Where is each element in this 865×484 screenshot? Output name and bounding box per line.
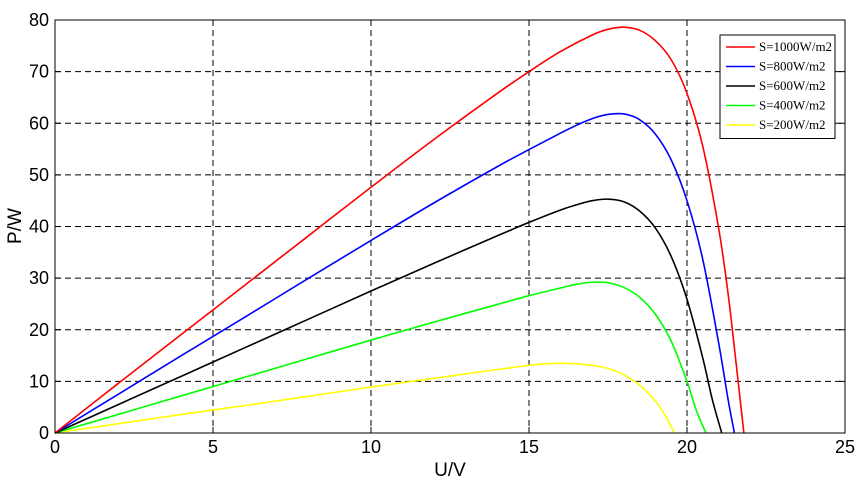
x-tick-label: 0 bbox=[50, 437, 60, 457]
x-tick-label: 5 bbox=[208, 437, 218, 457]
legend-label: S=800W/m2 bbox=[759, 59, 826, 74]
y-tick-label: 20 bbox=[29, 320, 49, 340]
x-axis-label: U/V bbox=[434, 460, 466, 481]
legend-label: S=600W/m2 bbox=[759, 78, 826, 93]
series-line bbox=[54, 112, 736, 434]
series-line bbox=[54, 26, 745, 434]
x-tick-label: 25 bbox=[835, 437, 855, 457]
y-tick-label: 40 bbox=[29, 217, 49, 237]
y-tick-label: 0 bbox=[39, 423, 49, 443]
legend-label: S=1000W/m2 bbox=[759, 39, 832, 54]
y-tick-label: 70 bbox=[29, 62, 49, 82]
y-tick-label: 60 bbox=[29, 113, 49, 133]
legend-label: S=200W/m2 bbox=[759, 117, 826, 132]
series-line bbox=[54, 362, 676, 434]
x-tick-label: 20 bbox=[677, 437, 697, 457]
ticks-layer: 0 5 10 15 20 25 0 10 20 30 40 50 60 70 80 bbox=[29, 10, 855, 457]
y-tick-label: 80 bbox=[29, 10, 49, 30]
series-layer bbox=[54, 26, 745, 434]
x-tick-label: 15 bbox=[519, 437, 539, 457]
series-line bbox=[54, 198, 723, 434]
y-tick-label: 10 bbox=[29, 371, 49, 391]
series-line bbox=[54, 281, 707, 434]
y-tick-label: 50 bbox=[29, 165, 49, 185]
y-tick-label: 30 bbox=[29, 268, 49, 288]
x-tick-label: 10 bbox=[361, 437, 381, 457]
y-axis-label: P/W bbox=[5, 208, 26, 244]
legend: S=1000W/m2 S=800W/m2 S=600W/m2 S=400W/m2 S=2… bbox=[719, 34, 836, 139]
legend-label: S=400W/m2 bbox=[759, 98, 826, 113]
